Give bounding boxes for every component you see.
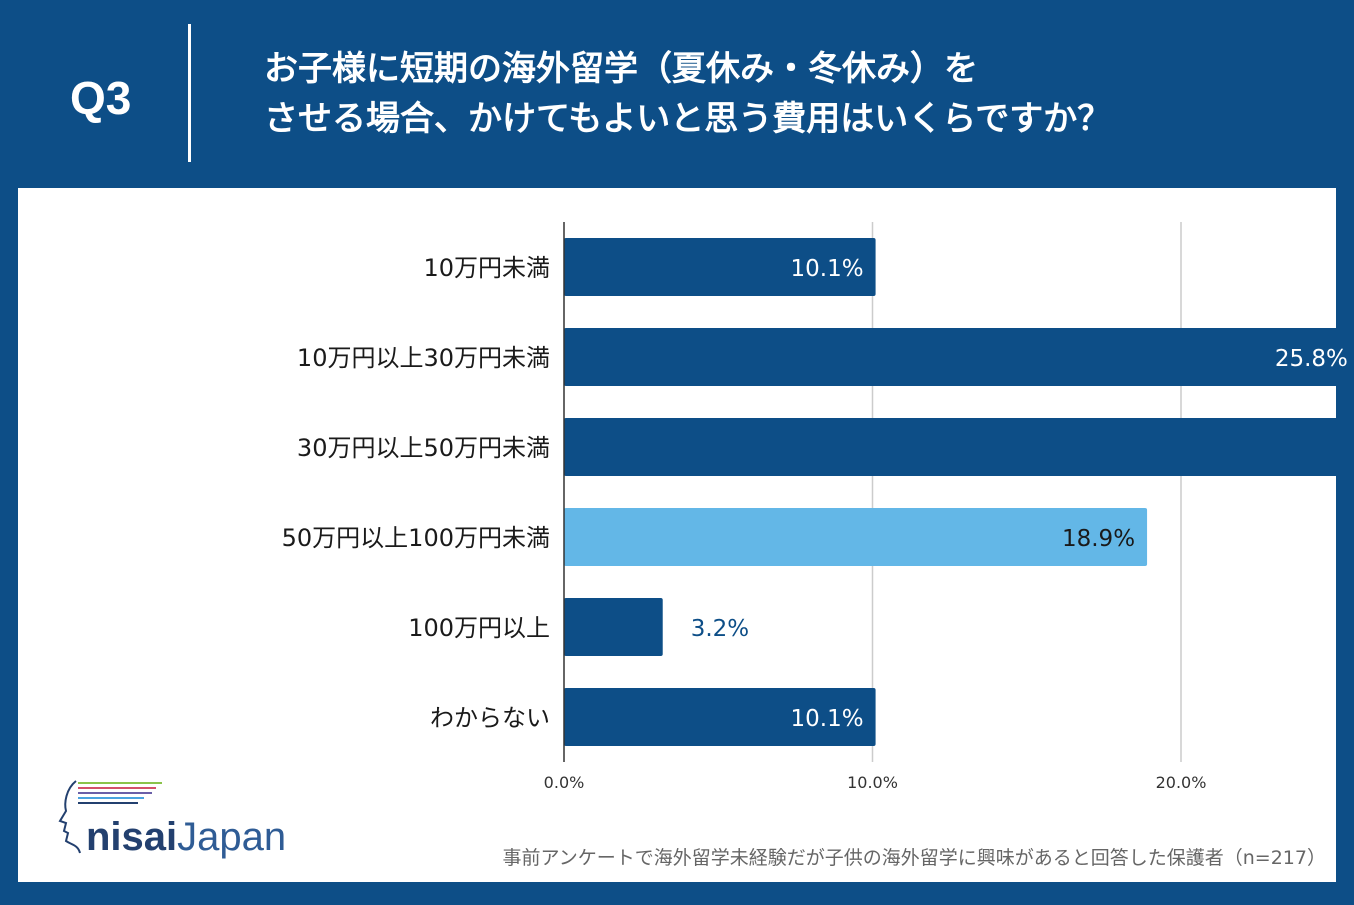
logo-brand: nisai bbox=[86, 815, 178, 859]
head-lines-icon bbox=[58, 780, 162, 854]
data-label: 10.1% bbox=[791, 706, 864, 732]
bar bbox=[564, 418, 1354, 476]
y-category-label: 100万円以上 bbox=[408, 614, 550, 642]
nisai-japan-logo: nisaiJapan bbox=[52, 775, 312, 865]
y-category-label: 50万円以上100万円未満 bbox=[282, 524, 550, 552]
page-title: お子様に短期の海外留学（夏休み・冬休み）を させる場合、かけてもよいと思う費用は… bbox=[264, 44, 1334, 144]
data-label: 3.2% bbox=[691, 616, 749, 642]
title-line-1: お子様に短期の海外留学（夏休み・冬休み）を bbox=[264, 49, 978, 89]
header-divider bbox=[188, 24, 191, 162]
bar bbox=[564, 688, 876, 746]
title-line-2: させる場合、かけてもよいと思う費用はいくらですか？ bbox=[264, 99, 1112, 139]
bar bbox=[564, 238, 876, 296]
footnote: 事前アンケートで海外留学未経験だが子供の海外留学に興味があると回答した保護者（n… bbox=[502, 847, 1326, 869]
y-category-label: 10万円未満 bbox=[423, 254, 550, 282]
bar bbox=[564, 328, 1354, 386]
x-tick-label: 20.0% bbox=[1156, 773, 1207, 792]
header: Q3 お子様に短期の海外留学（夏休み・冬休み）を させる場合、かけてもよいと思う… bbox=[0, 0, 1354, 188]
bar bbox=[564, 508, 1148, 566]
question-label: Q3 bbox=[70, 72, 132, 124]
y-category-label: 10万円以上30万円未満 bbox=[297, 344, 550, 372]
logo-wordmark: nisaiJapan bbox=[86, 815, 286, 859]
x-tick-label: 0.0% bbox=[544, 773, 585, 792]
data-label: 18.9% bbox=[1062, 526, 1135, 552]
y-category-label: わからない bbox=[430, 704, 550, 732]
data-label: 25.8% bbox=[1275, 346, 1348, 372]
data-label: 10.1% bbox=[791, 256, 864, 282]
y-category-label: 30万円以上50万円未満 bbox=[297, 434, 550, 462]
logo-suffix: Japan bbox=[177, 815, 287, 859]
bar bbox=[564, 598, 663, 656]
x-tick-label: 10.0% bbox=[847, 773, 898, 792]
